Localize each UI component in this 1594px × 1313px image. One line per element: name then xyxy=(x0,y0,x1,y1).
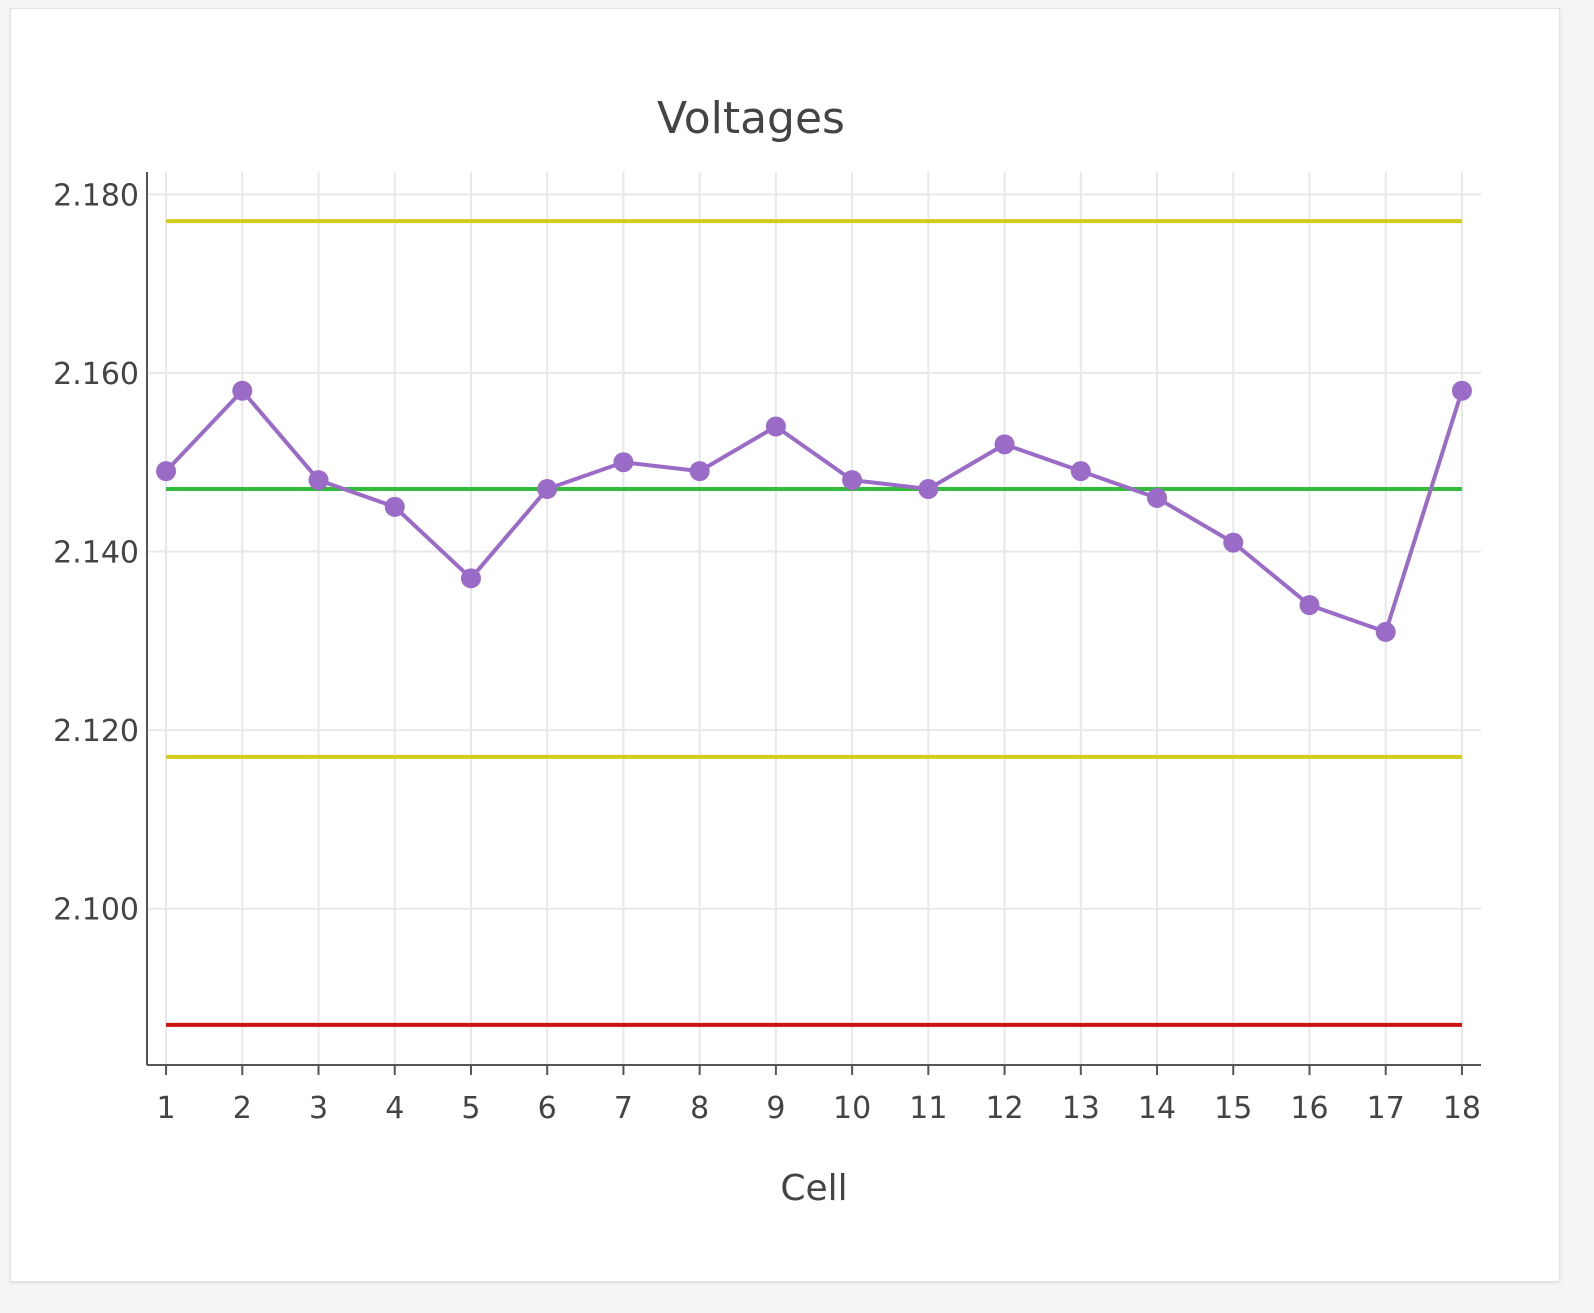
data-point-cell-15[interactable] xyxy=(1223,532,1244,553)
data-point-cell-8[interactable] xyxy=(689,461,710,482)
reference-lines xyxy=(166,219,1462,1027)
data-point-cell-6[interactable] xyxy=(537,479,558,500)
data-point-cell-1[interactable] xyxy=(156,461,177,482)
y-tick-label-4: 2.160 xyxy=(53,357,139,392)
x-tick-label-18: 18 xyxy=(1443,1091,1481,1126)
x-tick-label-3: 3 xyxy=(309,1091,328,1126)
data-point-cell-13[interactable] xyxy=(1070,461,1091,482)
x-tick-label-6: 6 xyxy=(538,1091,557,1126)
data-point-cell-5[interactable] xyxy=(460,568,481,589)
data-point-cell-4[interactable] xyxy=(384,496,405,517)
data-point-cell-16[interactable] xyxy=(1299,595,1320,616)
axes xyxy=(146,172,1481,1075)
data-point-cell-17[interactable] xyxy=(1375,621,1396,642)
grid-lines xyxy=(147,172,1481,1065)
x-tick-label-1: 1 xyxy=(157,1091,176,1126)
y-tick-label-2: 2.120 xyxy=(53,714,139,749)
x-tick-label-10: 10 xyxy=(833,1091,871,1126)
data-point-cell-2[interactable] xyxy=(232,380,253,401)
y-tick-label-5: 2.180 xyxy=(53,178,139,213)
chart-title: Voltages xyxy=(657,93,845,144)
data-point-cell-14[interactable] xyxy=(1147,487,1168,508)
data-point-cell-7[interactable] xyxy=(613,452,634,473)
x-tick-label-13: 13 xyxy=(1062,1091,1100,1126)
data-point-cell-9[interactable] xyxy=(765,416,786,437)
series-line-1 xyxy=(164,388,1464,634)
x-axis-label: Cell xyxy=(780,1168,847,1209)
y-tick-labels: 2.100 2.120 2.140 2.160 2.180 xyxy=(53,178,139,927)
x-tick-label-12: 12 xyxy=(985,1091,1023,1126)
x-tick-label-7: 7 xyxy=(614,1091,633,1126)
data-point-cell-12[interactable] xyxy=(994,434,1015,455)
y-tick-label-3: 2.140 xyxy=(53,536,139,571)
data-point-cell-11[interactable] xyxy=(918,479,939,500)
data-point-cell-10[interactable] xyxy=(842,470,863,491)
x-tick-label-15: 15 xyxy=(1214,1091,1252,1126)
series-layer xyxy=(156,380,1472,642)
x-tick-label-8: 8 xyxy=(690,1091,709,1126)
x-tick-labels: 1 2 3 4 5 6 7 8 9 10 11 12 13 14 15 16 17 18 xyxy=(157,1091,1482,1126)
x-tick-label-17: 17 xyxy=(1367,1091,1405,1126)
x-tick-label-2: 2 xyxy=(233,1091,252,1126)
x-tick-label-11: 11 xyxy=(909,1091,947,1126)
data-point-cell-18[interactable] xyxy=(1451,380,1472,401)
x-tick-label-9: 9 xyxy=(766,1091,785,1126)
x-tick-label-4: 4 xyxy=(385,1091,404,1126)
x-tick-label-16: 16 xyxy=(1290,1091,1328,1126)
y-tick-label-1: 2.100 xyxy=(53,893,139,928)
x-tick-label-5: 5 xyxy=(461,1091,480,1126)
x-tick-label-14: 14 xyxy=(1138,1091,1176,1126)
data-point-cell-3[interactable] xyxy=(308,470,329,491)
